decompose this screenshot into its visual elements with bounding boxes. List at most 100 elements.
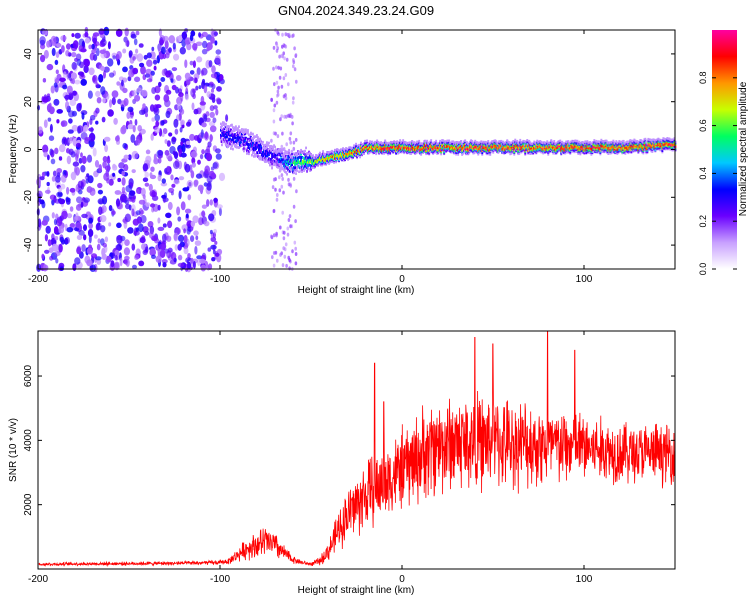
spectrogram-cell: [273, 160, 275, 164]
spectrogram-cell: [631, 144, 634, 148]
spectrogram-cell: [407, 147, 410, 151]
spectrogram-cell: [624, 145, 627, 149]
spectrogram-cell: [126, 40, 130, 48]
spectrogram-cell: [173, 160, 180, 170]
spectrogram-cell: [275, 151, 277, 154]
spectrogram-cell: [550, 139, 553, 142]
spectrogram-cell: [250, 144, 252, 148]
spectrogram-cell: [337, 155, 339, 159]
spectrogram-cell: [223, 138, 225, 141]
spectrogram-cell: [254, 155, 256, 158]
spectrogram-cell: [202, 40, 208, 49]
spectrogram-cell: [441, 141, 444, 144]
spectrogram-cell: [286, 155, 288, 159]
spectrogram-cell: [215, 97, 221, 103]
spectrogram-cell: [287, 218, 291, 222]
spectrogram-cell: [495, 142, 498, 145]
spectrogram-cell: [75, 153, 79, 162]
spectrogram-cell: [416, 142, 419, 146]
spectrogram-cell: [574, 148, 577, 151]
spectrogram-cell: [158, 81, 162, 87]
spectrogram-cell: [276, 134, 280, 139]
spectrogram-cell: [580, 151, 583, 154]
spectrogram-cell: [319, 151, 321, 155]
spectrogram-cell: [494, 149, 497, 152]
spectrogram-cell: [56, 109, 63, 114]
spectrogram-cell: [611, 148, 614, 152]
spectrogram-cell: [361, 152, 363, 156]
spectrogram-cell: [210, 244, 217, 250]
spectrogram-cell: [74, 79, 81, 85]
spectrogram-cell: [388, 150, 391, 154]
spectrogram-cell: [209, 105, 215, 112]
spectrogram-cell: [71, 33, 75, 38]
spectrogram-cell: [280, 159, 282, 163]
spectrogram-cell: [531, 142, 534, 146]
spectrogram-cell: [569, 142, 572, 146]
spectrogram-cell: [389, 151, 392, 155]
spectrogram-cell: [464, 144, 467, 147]
spectrogram-cell: [265, 143, 267, 147]
spectrogram-cell: [237, 131, 239, 134]
spectrogram-cell: [534, 141, 537, 144]
spectrogram-cell: [108, 72, 115, 78]
spectrogram-cell: [584, 150, 587, 154]
spectrogram-cell: [192, 43, 198, 51]
spectrogram-cell: [622, 147, 625, 150]
spectrogram-cell: [488, 149, 491, 152]
spectrogram-cell: [500, 147, 503, 150]
spectrogram-cell: [120, 193, 127, 203]
spectrogram-cell: [88, 67, 95, 76]
spectrogram-cell: [367, 150, 369, 154]
spectrogram-cell: [506, 139, 509, 142]
spectrogram-cell: [157, 150, 164, 156]
spectrogram-cell: [267, 151, 269, 155]
spectrogram-cell: [607, 152, 610, 155]
spectrogram-cell: [497, 146, 500, 149]
spectrogram-cell: [310, 158, 312, 161]
spectrogram-cell: [458, 148, 461, 152]
spectrogram-cell: [277, 65, 280, 70]
spectrogram-marks: [36, 26, 677, 273]
spectrogram-cell: [371, 146, 374, 150]
spectrogram-cell: [88, 44, 93, 50]
spectrogram-cell: [244, 143, 246, 147]
spectrogram-cell: [360, 147, 362, 151]
spectrogram-cell: [552, 151, 555, 155]
spectrogram-cell: [535, 150, 538, 154]
spectrogram-cell: [190, 170, 195, 179]
spectrogram-cell: [594, 142, 597, 145]
spectrogram-cell: [578, 144, 581, 148]
spectrogram-cell: [357, 154, 359, 158]
spectrogram-cell: [341, 157, 343, 161]
spectrogram-cell: [617, 150, 620, 153]
spectrogram-cell: [98, 74, 104, 83]
spectrogram-cell: [295, 160, 297, 164]
spectrogram-cell: [58, 186, 62, 193]
spectrogram-cell: [307, 161, 309, 164]
spectrogram-cell: [81, 112, 85, 120]
spectrogram-cell: [346, 154, 348, 158]
spectrogram-cell: [540, 150, 543, 154]
spectrogram-cell: [424, 141, 427, 145]
spectrogram-cell: [366, 147, 368, 150]
spectrogram-cell: [230, 134, 232, 137]
spectrogram-cell: [88, 217, 93, 224]
spectrogram-cell: [506, 142, 509, 145]
spectrogram-cell: [549, 141, 552, 145]
spectrogram-cell: [107, 58, 114, 67]
spectrogram-cell: [225, 114, 229, 122]
spectrogram-cell: [146, 59, 153, 67]
spectrogram-cell: [487, 148, 490, 152]
spectrogram-cell: [512, 143, 515, 147]
spectrogram-cell: [429, 142, 432, 145]
spectrogram-cell: [313, 159, 315, 162]
spectrogram-cell: [290, 158, 292, 161]
spectrogram-cell: [189, 70, 195, 75]
spectrogram-cell: [371, 148, 374, 152]
spectrogram-cell: [129, 114, 134, 120]
spectrogram-cell: [526, 139, 529, 142]
spectrogram-cell: [231, 143, 233, 147]
spectrogram-cell: [254, 148, 256, 151]
spectrogram-cell: [178, 34, 183, 43]
